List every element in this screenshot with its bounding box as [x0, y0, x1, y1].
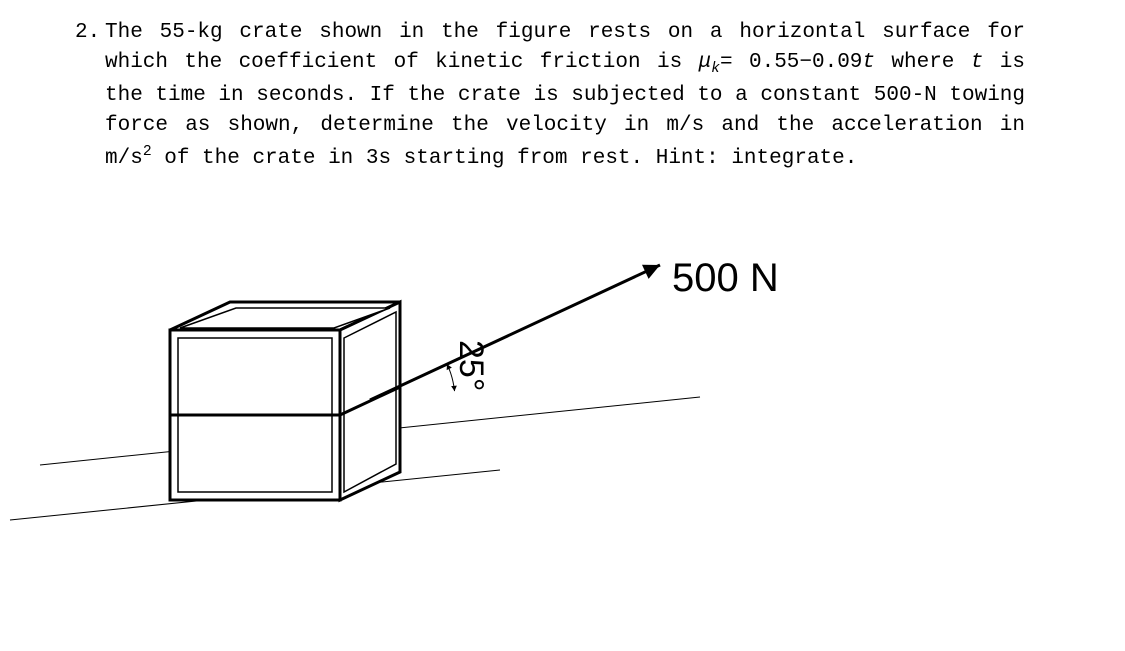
crate-diagram: [0, 240, 1125, 646]
figure-area: 500 N 25°: [0, 240, 1125, 646]
squared: 2: [143, 144, 152, 160]
t-var-1: t: [862, 51, 875, 74]
text-p4: of the crate in 3s starting from rest. H…: [152, 147, 858, 170]
angle-label: 25°: [451, 340, 490, 391]
text-p2: where: [875, 51, 971, 74]
mu-eq: = 0.55−0.09: [720, 51, 862, 74]
problem-text: 2. The 55-kg crate shown in the figure r…: [105, 18, 1025, 174]
problem-number: 2.: [75, 18, 100, 48]
force-label: 500 N: [672, 256, 779, 301]
mu-subscript: k: [711, 62, 720, 78]
t-var-2: t: [971, 51, 984, 74]
mu-symbol: μ: [699, 51, 712, 74]
